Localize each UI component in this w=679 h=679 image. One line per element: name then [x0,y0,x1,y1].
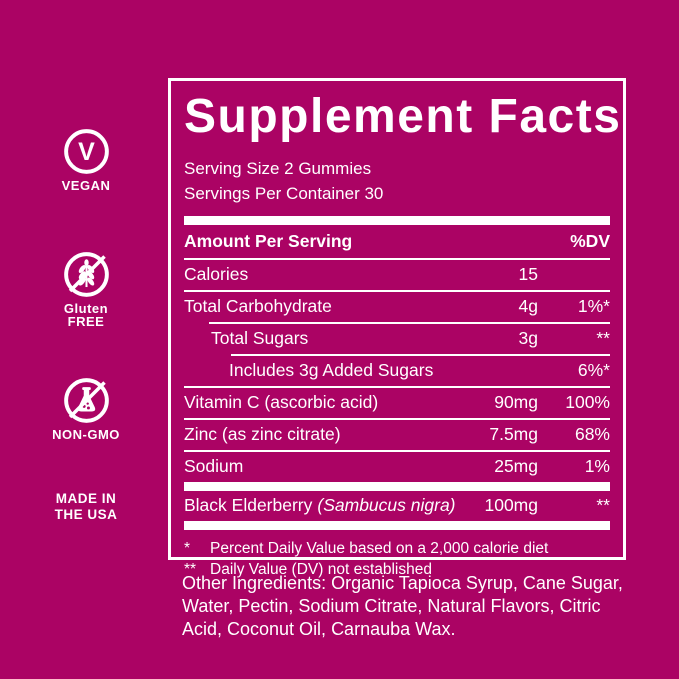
non-gmo-badge: NON-GMO [50,377,122,441]
table-row-vitamin-c: Vitamin C (ascorbic acid) 90mg 100% [184,392,610,413]
serving-size: Serving Size 2 Gummies [184,158,372,178]
divider-thin [184,289,610,292]
svg-text:V: V [78,138,95,166]
footnotes: * Percent Daily Value based on a 2,000 c… [184,530,610,580]
divider-thin [184,449,610,452]
footnote-daily-value: * Percent Daily Value based on a 2,000 c… [184,539,549,557]
gluten-free-badge: Gluten FREE [50,251,122,328]
divider-thin [231,353,610,356]
table-row-total-carbohydrate: Total Carbohydrate 4g 1%* [184,296,610,317]
vegan-label: VEGAN [61,178,111,193]
table-row-zinc: Zinc (as zinc citrate) 7.5mg 68% [184,424,610,445]
table-header-row: Amount Per Serving %DV [184,225,610,258]
non-gmo-label: NON-GMO [52,427,120,442]
divider-thick [184,520,610,530]
flask-crossed-icon [63,378,109,423]
divider-thin [209,321,610,324]
gluten-free-label: Gluten FREE [63,301,109,329]
divider-thin [184,417,610,420]
divider-thick [184,481,610,491]
panel-title: Supplement Facts [184,90,622,143]
supplement-facts-panel: Supplement Facts Serving Size 2 Gummies … [168,78,626,578]
footnote-dv-not-established: ** Daily Value (DV) not established [184,560,432,578]
divider-thin [184,257,610,260]
wheat-crossed-icon [63,252,109,297]
serving-info: Serving Size 2 Gummies Servings Per Cont… [184,156,610,206]
table-row-total-sugars: Total Sugars 3g ** [211,328,610,349]
header-percent-dv: %DV [570,230,610,251]
vegan-v-circle-icon: V [63,129,109,174]
servings-per-container: Servings Per Container 30 [184,183,384,203]
vegan-badge: V VEGAN [50,128,122,192]
divider-thick [184,215,610,225]
table-row-calories: Calories 15 [184,264,538,285]
made-in-usa-text: MADE IN THE USA [54,491,118,522]
header-amount-per-serving: Amount Per Serving [184,230,353,251]
table-row-black-elderberry: Black Elderberry (Sambucus nigra) 100mg *… [184,495,610,516]
other-ingredients-text: Other Ingredients: Organic Tapioca Syrup… [182,573,623,639]
table-row-added-sugars: Includes 3g Added Sugars 6%* [229,360,610,381]
table-row-sodium: Sodium 25mg 1% [184,456,610,477]
latin-name: (Sambucus nigra) [317,495,456,516]
divider-thin [184,385,610,388]
